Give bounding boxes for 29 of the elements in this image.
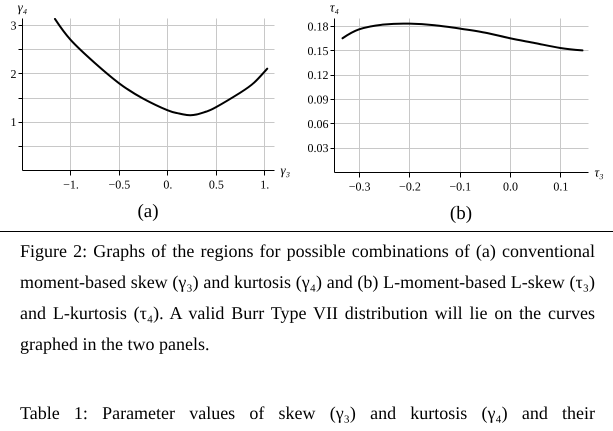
x-tick-label: 0.0 — [503, 180, 518, 194]
y-tick-label: 0.06 — [308, 116, 328, 131]
y-axis-title: τ₄ — [330, 0, 340, 14]
x-tick-label: −0.2 — [399, 180, 421, 194]
x-axis-title: γ₃ — [280, 162, 290, 178]
y-tick-label: 0.18 — [308, 20, 328, 34]
y-tick-label: 2 — [10, 66, 16, 81]
y-tick-label: 0.03 — [308, 141, 328, 156]
x-tick-label: 0. — [163, 178, 172, 192]
x-tick-label: 0.1 — [553, 180, 568, 194]
caption: Figure 2: Graphs of the regions for possible combinations of (a) conventional moment-based skew (γ₃) and kurtosis (γ₄) and (b) L-moment-based L-skew (τ₃) and L-kurtosis (τ₄). A valid Burr Type VII distribution will lie on the curves graphed in the two panels. — [20, 240, 595, 356]
y-tick-label: 0.12 — [308, 68, 328, 82]
text: (a) — [137, 201, 159, 222]
x-tick-label: 1. — [260, 178, 270, 192]
y-tick-label: 1 — [10, 115, 16, 130]
x-tick-label: −0.1 — [449, 180, 472, 194]
y-tick-label: 0.09 — [308, 92, 328, 107]
caption: Table 1: Parameter values of skew (γ₃) and kurtosis (γ₄) and their — [20, 402, 595, 425]
x-tick-label: 0.5 — [208, 178, 224, 192]
text: (b) — [450, 203, 472, 224]
x-axis-title: τ₃ — [594, 164, 604, 180]
line-series — [54, 18, 268, 116]
x-tick-label: −1. — [63, 178, 79, 192]
y-tick-label: 3 — [10, 18, 16, 33]
y-tick-label: 0.15 — [308, 44, 328, 58]
y-axis-title: γ₄ — [18, 0, 28, 14]
x-tick-label: −0.3 — [348, 180, 371, 194]
x-tick-label: −0.5 — [108, 178, 130, 192]
line-series — [342, 22, 584, 52]
